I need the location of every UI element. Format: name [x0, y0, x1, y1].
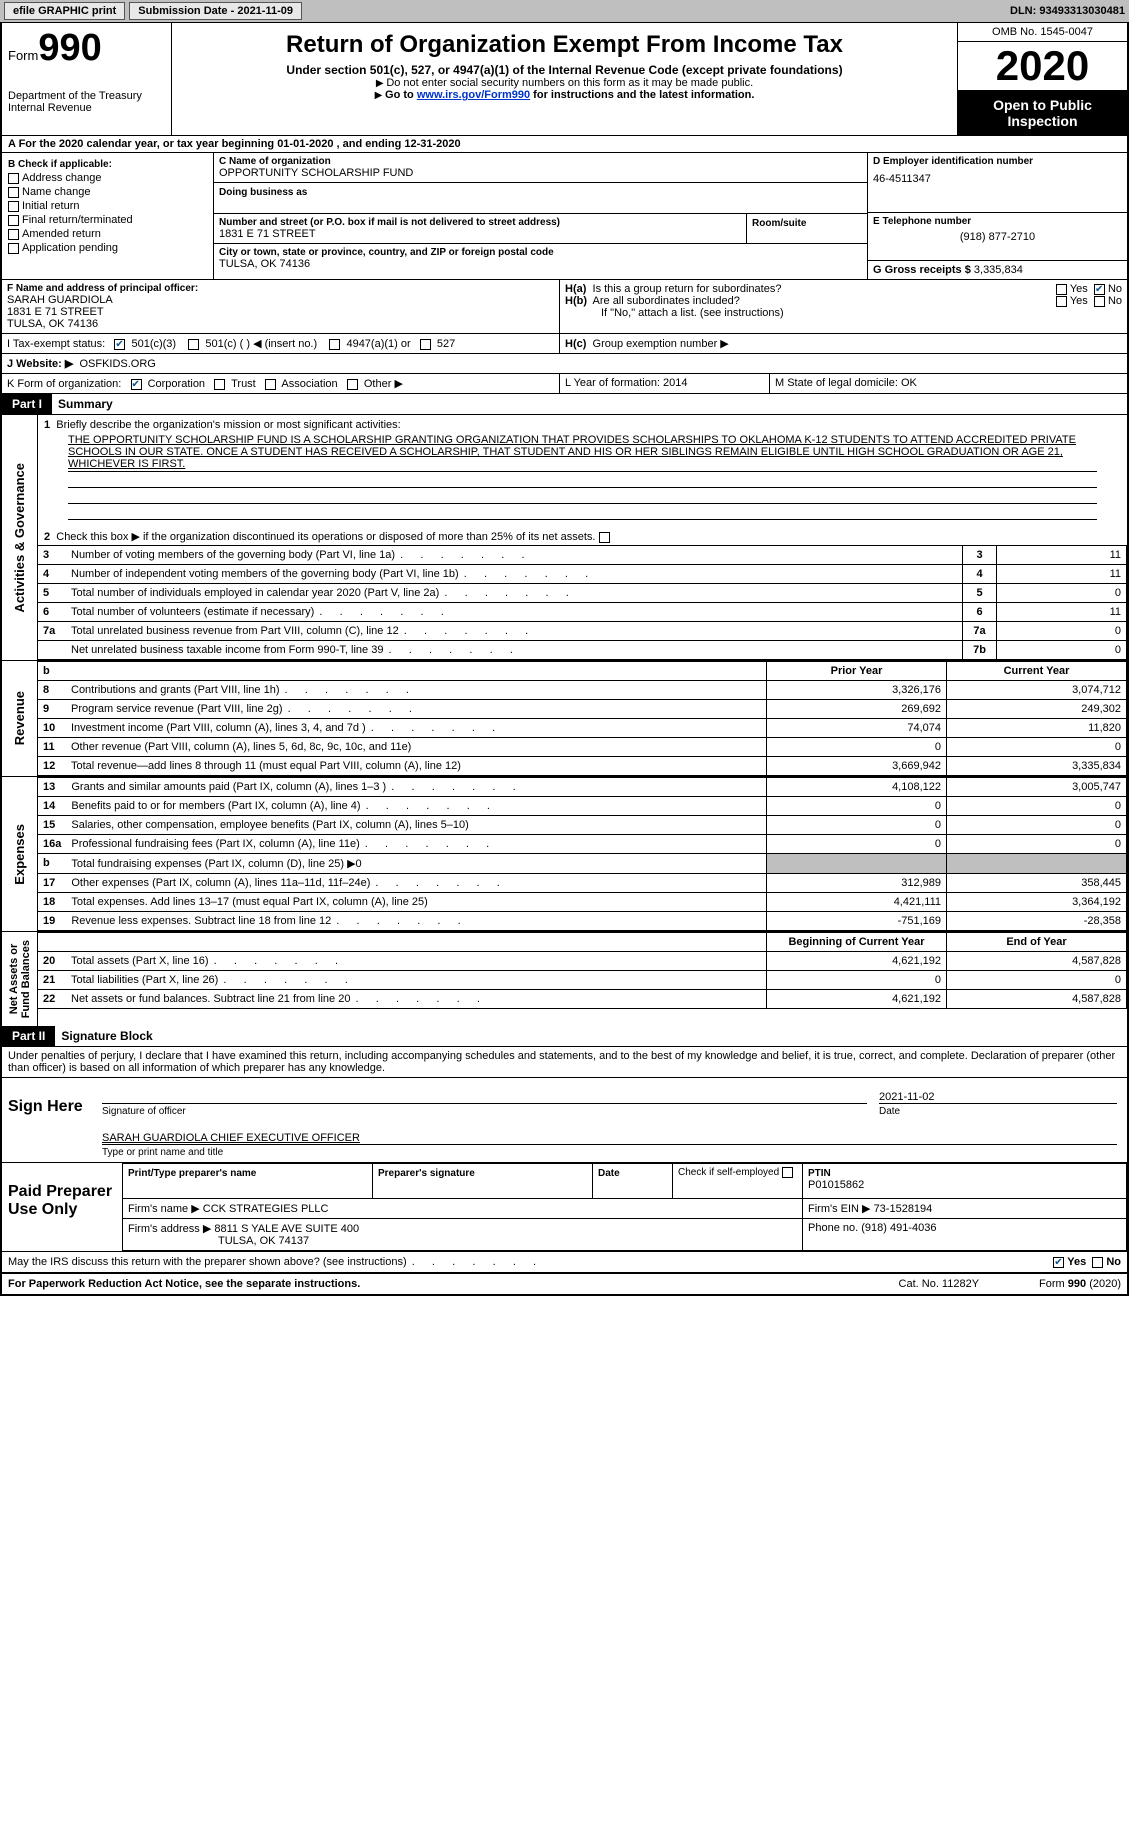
- netassets-label: Net Assets orFund Balances: [4, 932, 36, 1026]
- cb-self-employed[interactable]: [782, 1167, 793, 1178]
- title-col: Return of Organization Exempt From Incom…: [172, 23, 957, 135]
- cb-trust[interactable]: [214, 379, 225, 390]
- cb-amended[interactable]: [8, 229, 19, 240]
- cb-hb-no[interactable]: [1094, 296, 1105, 307]
- cb-address[interactable]: [8, 173, 19, 184]
- cb-discontinued[interactable]: [599, 532, 610, 543]
- form-footer: Form 990 (2020): [1039, 1278, 1121, 1290]
- officer-name: SARAH GUARDIOLA: [7, 294, 554, 306]
- gross-receipts: 3,335,834: [974, 264, 1023, 276]
- activities-section: Activities & Governance 1 Briefly descri…: [2, 415, 1127, 661]
- entity-row: B Check if applicable: Address change Na…: [2, 153, 1127, 280]
- sign-here-label: Sign Here: [2, 1078, 92, 1162]
- cb-name[interactable]: [8, 187, 19, 198]
- cat-no: Cat. No. 11282Y: [899, 1278, 980, 1290]
- preparer-block: Paid Preparer Use Only Print/Type prepar…: [2, 1163, 1127, 1252]
- netassets-section: Net Assets orFund Balances Beginning of …: [2, 932, 1127, 1026]
- org-info-col: C Name of organization OPPORTUNITY SCHOL…: [214, 153, 867, 279]
- submission-date-button[interactable]: Submission Date - 2021-11-09: [129, 2, 302, 20]
- form-subtitle: Under section 501(c), 527, or 4947(a)(1)…: [178, 63, 951, 77]
- org-street: 1831 E 71 STREET: [219, 228, 741, 240]
- footer: For Paperwork Reduction Act Notice, see …: [2, 1274, 1127, 1294]
- firm-ein: 73-1528194: [874, 1203, 933, 1215]
- cb-initial[interactable]: [8, 201, 19, 212]
- cb-discuss-yes[interactable]: [1053, 1257, 1064, 1268]
- form-title: Return of Organization Exempt From Incom…: [178, 31, 951, 59]
- omb-number: OMB No. 1545-0047: [958, 23, 1127, 42]
- cb-ha-yes[interactable]: [1056, 284, 1067, 295]
- year-col: OMB No. 1545-0047 2020 Open to Public In…: [957, 23, 1127, 135]
- preparer-table: Print/Type preparer's name Preparer's si…: [122, 1163, 1127, 1251]
- ein-value: 46-4511347: [873, 173, 1122, 185]
- ptin: P01015862: [808, 1179, 864, 1191]
- cb-application[interactable]: [8, 243, 19, 254]
- cb-corp[interactable]: [131, 379, 142, 390]
- revenue-table: bPrior YearCurrent Year 8Contributions a…: [38, 661, 1127, 776]
- ein-tel-col: D Employer identification number 46-4511…: [867, 153, 1127, 279]
- website-row: J Website: ▶ OSFKIDS.ORG: [2, 354, 1127, 374]
- check-if-applicable: B Check if applicable: Address change Na…: [2, 153, 214, 279]
- open-public-badge: Open to Public Inspection: [958, 91, 1127, 135]
- cb-501c3[interactable]: [114, 339, 125, 350]
- preparer-label: Paid Preparer Use Only: [2, 1163, 122, 1251]
- cb-final[interactable]: [8, 215, 19, 226]
- governance-table: 3Number of voting members of the governi…: [38, 545, 1127, 660]
- mission-text: THE OPPORTUNITY SCHOLARSHIP FUND IS A SC…: [38, 431, 1127, 522]
- year-formation: L Year of formation: 2014: [560, 374, 770, 393]
- activities-label: Activities & Governance: [8, 455, 31, 621]
- expenses-label: Expenses: [8, 816, 31, 893]
- cb-assoc[interactable]: [265, 379, 276, 390]
- officer-group-row: F Name and address of principal officer:…: [2, 280, 1127, 334]
- pra-notice: For Paperwork Reduction Act Notice, see …: [8, 1278, 360, 1290]
- cb-discuss-no[interactable]: [1092, 1257, 1103, 1268]
- formorg-row: K Form of organization: Corporation Trus…: [2, 374, 1127, 394]
- part2-header: Part IISignature Block: [2, 1026, 1127, 1047]
- netassets-table: Beginning of Current YearEnd of Year 20T…: [38, 932, 1127, 1009]
- cb-527[interactable]: [420, 339, 431, 350]
- org-city: TULSA, OK 74136: [219, 258, 862, 270]
- cb-other[interactable]: [347, 379, 358, 390]
- discuss-row: May the IRS discuss this return with the…: [2, 1252, 1127, 1274]
- expenses-section: Expenses 13Grants and similar amounts pa…: [2, 777, 1127, 932]
- website: OSFKIDS.ORG: [79, 358, 155, 370]
- form-id-col: Form990 Department of the Treasury Inter…: [2, 23, 172, 135]
- sign-here-block: Sign Here Signature of officer 2021-11-0…: [2, 1078, 1127, 1163]
- dept-label: Department of the Treasury Internal Reve…: [8, 90, 165, 114]
- cb-501c[interactable]: [188, 339, 199, 350]
- revenue-section: Revenue bPrior YearCurrent Year 8Contrib…: [2, 661, 1127, 777]
- calendar-year-line: A For the 2020 calendar year, or tax yea…: [2, 136, 1127, 153]
- instructions-link[interactable]: www.irs.gov/Form990: [417, 89, 530, 101]
- cb-4947[interactable]: [329, 339, 340, 350]
- cb-ha-no[interactable]: [1094, 284, 1105, 295]
- part1-header: Part ISummary: [2, 394, 1127, 415]
- revenue-label: Revenue: [8, 683, 31, 753]
- firm-name: CCK STRATEGIES PLLC: [203, 1203, 329, 1215]
- note-link: Go to www.irs.gov/Form990 for instructio…: [178, 89, 951, 101]
- telephone: (918) 877-2710: [873, 231, 1122, 243]
- cb-hb-yes[interactable]: [1056, 296, 1067, 307]
- officer-signature-name: SARAH GUARDIOLA CHIEF EXECUTIVE OFFICER: [102, 1132, 360, 1144]
- state-domicile: M State of legal domicile: OK: [770, 374, 1127, 393]
- note-ssn: Do not enter social security numbers on …: [178, 77, 951, 89]
- efile-button[interactable]: efile GRAPHIC print: [4, 2, 125, 20]
- declaration-text: Under penalties of perjury, I declare th…: [2, 1047, 1127, 1078]
- org-name: OPPORTUNITY SCHOLARSHIP FUND: [219, 167, 862, 179]
- tax-year: 2020: [958, 42, 1127, 91]
- top-toolbar: efile GRAPHIC print Submission Date - 20…: [0, 0, 1129, 22]
- form-container: Form990 Department of the Treasury Inter…: [0, 22, 1129, 1296]
- sign-date: 2021-11-02: [879, 1091, 934, 1103]
- form-header: Form990 Department of the Treasury Inter…: [2, 23, 1127, 136]
- tax-status-row: I Tax-exempt status: 501(c)(3) 501(c) ( …: [2, 334, 1127, 354]
- firm-phone: (918) 491-4036: [861, 1222, 936, 1234]
- dln-label: DLN: 93493313030481: [1010, 5, 1125, 17]
- expenses-table: 13Grants and similar amounts paid (Part …: [38, 777, 1127, 931]
- firm-address: 8811 S YALE AVE SUITE 400: [214, 1223, 359, 1235]
